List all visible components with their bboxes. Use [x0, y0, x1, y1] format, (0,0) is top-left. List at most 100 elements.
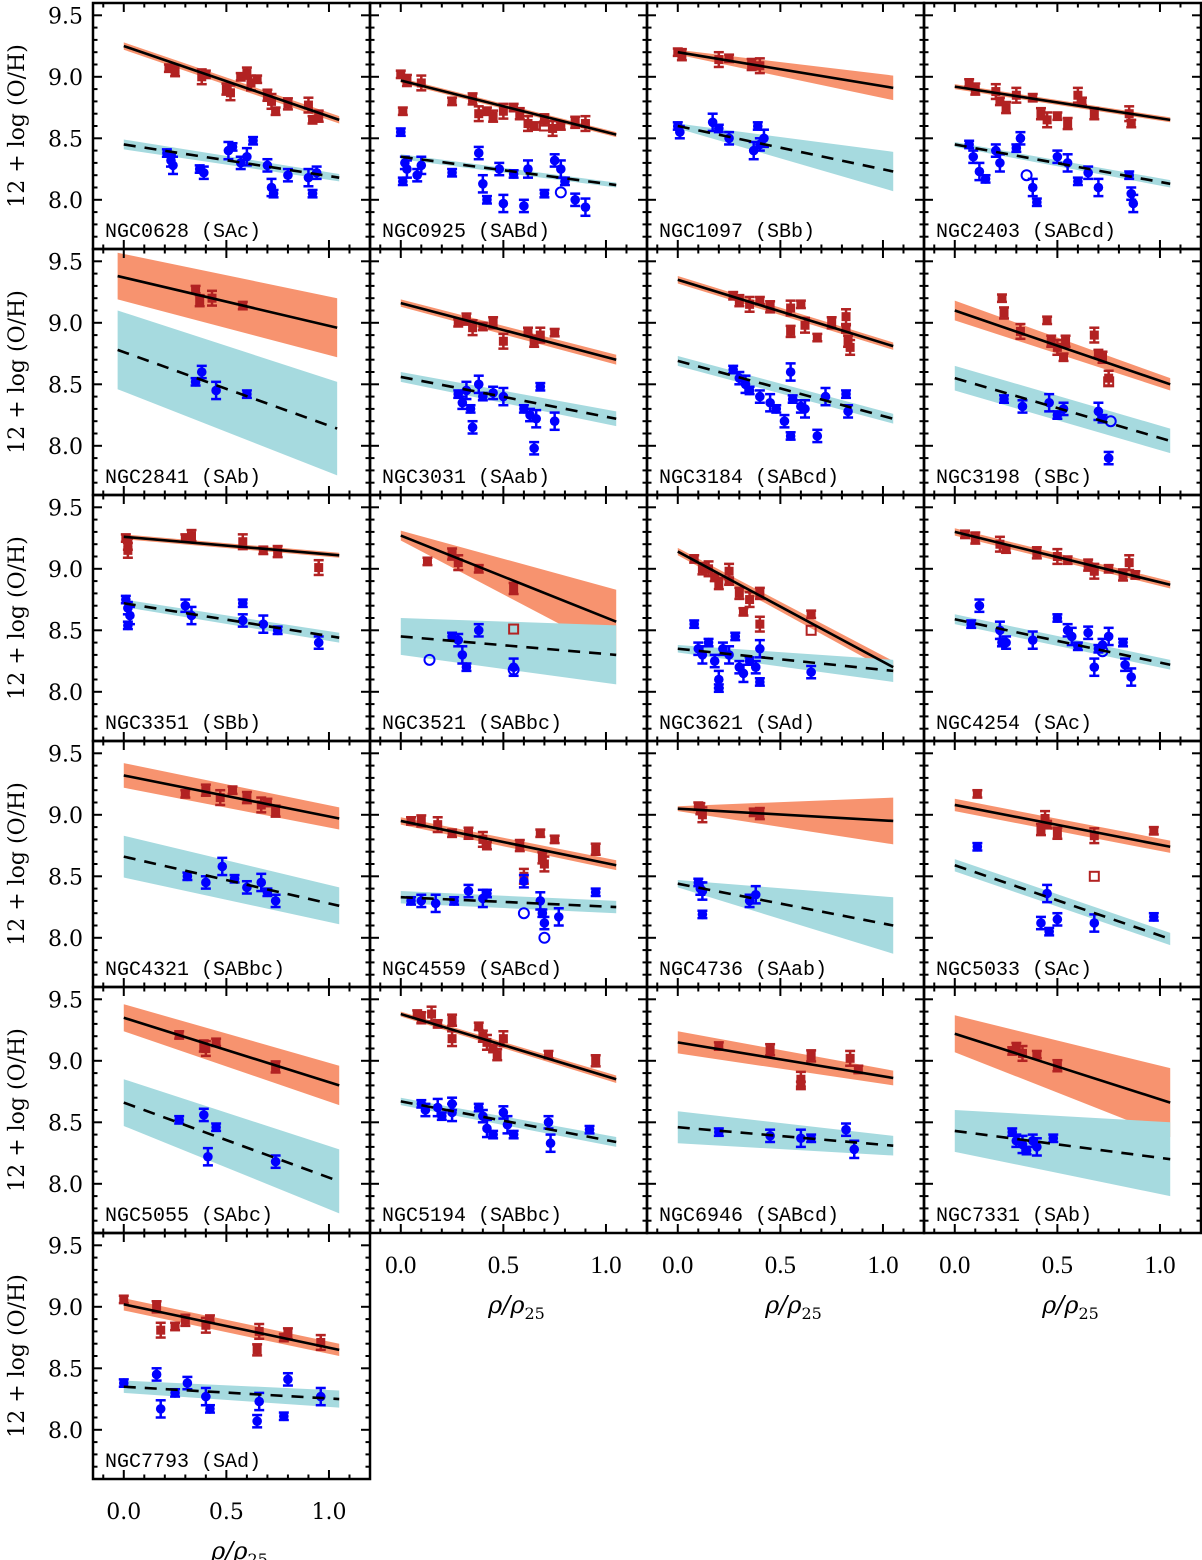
- panel-label: NGC0628 (SAc): [105, 221, 261, 244]
- panel: NGC7793 (SAd): [91, 1231, 372, 1481]
- red-square-point: [205, 1314, 215, 1324]
- red-square-point: [478, 834, 488, 844]
- blue-circle-point: [738, 668, 749, 679]
- red-square-point: [156, 1325, 166, 1335]
- blue-circle-point: [1126, 672, 1137, 682]
- blue-circle-point: [488, 1129, 498, 1140]
- red-square-point: [180, 533, 190, 543]
- red-square-point: [724, 53, 734, 63]
- plot-area: [123, 763, 340, 925]
- red-square-point: [170, 1321, 180, 1331]
- y-tick-label: 8.5: [48, 619, 83, 644]
- x-tick-label: 0.0: [662, 1252, 693, 1279]
- red-square-point: [535, 828, 545, 838]
- panel-label: NGC4736 (SAab): [659, 959, 827, 982]
- blue-circle-point: [211, 1122, 221, 1133]
- blue-circle-point: [1103, 453, 1114, 463]
- panel-frame: [368, 985, 649, 1235]
- blue-circle-point: [806, 667, 816, 677]
- red-square-point: [853, 1064, 863, 1074]
- red-square-point: [841, 312, 851, 322]
- red-square-point: [463, 828, 473, 838]
- blue-fit-line: [954, 143, 1171, 186]
- blue-circle-point: [703, 637, 714, 648]
- x-tick-label: 0.0: [385, 1252, 416, 1279]
- blue-circle-point: [151, 1369, 162, 1380]
- blue-circle-point: [675, 127, 685, 137]
- red-square-point: [422, 556, 432, 566]
- y-tick-label: 8.5: [48, 1111, 83, 1136]
- blue-circle-point: [787, 394, 798, 404]
- red-square-point: [256, 800, 266, 810]
- plot-area: [118, 1294, 340, 1429]
- blue-circle-point: [473, 625, 484, 636]
- red-square-point: [273, 547, 283, 557]
- panel-label: NGC3621 (SAd): [659, 713, 815, 736]
- blue-circle-point: [508, 1129, 519, 1140]
- red-fit-line: [954, 530, 1171, 587]
- x-axis-title-subscript: 25: [801, 1304, 821, 1323]
- red-square-point: [119, 1294, 129, 1304]
- red-square-point: [468, 323, 478, 333]
- red-square-point: [1011, 1044, 1021, 1053]
- y-tick-label: 8.5: [48, 127, 83, 152]
- blue-circle-point: [755, 391, 765, 402]
- blue-circle-point: [590, 887, 601, 898]
- blue-circle-point: [256, 877, 267, 888]
- y-axis-title: 12 + log (O/H): [5, 782, 30, 946]
- red-square-point: [252, 1345, 262, 1355]
- blue-circle-point: [812, 431, 823, 441]
- blue-circle-point: [531, 413, 541, 424]
- red-square-point: [1042, 315, 1052, 325]
- axis-labels-layer: 8.0 8.5 9.0 9.5 12 + log (O/H) 8.0 8.5 9.0 9.5 12…: [5, 4, 1176, 1560]
- y-tick-label: 8.0: [48, 435, 83, 460]
- y-tick-label: 8.0: [48, 681, 83, 706]
- red-square-point: [447, 96, 457, 106]
- red-square-point: [201, 785, 211, 795]
- blue-circle-point: [980, 174, 991, 184]
- red-square-point: [1089, 566, 1099, 576]
- panel-label: NGC5033 (SAc): [936, 959, 1092, 982]
- x-axis-title: ρ/ρ25: [487, 1291, 545, 1323]
- blue-circle-point: [529, 443, 539, 454]
- red-square-point: [1036, 825, 1046, 835]
- blue-circle-point: [1044, 926, 1054, 937]
- blue-circle-point: [1093, 182, 1104, 193]
- plot-area: [123, 42, 340, 199]
- blue-circle-point: [535, 381, 546, 392]
- red-square-point: [591, 1056, 601, 1066]
- blue-circle-point: [313, 637, 324, 648]
- blue-circle-point: [461, 662, 472, 672]
- panel: NGC1097 (SBb): [645, 1, 926, 251]
- blue-circle-point: [974, 600, 985, 611]
- panel-label: NGC2841 (SAb): [105, 467, 261, 490]
- red-fit-line: [677, 278, 894, 348]
- red-fit-line: [954, 803, 1171, 849]
- blue-circle-point: [580, 202, 591, 212]
- red-fit-band: [123, 1004, 340, 1106]
- blue-circle-point: [1048, 1133, 1059, 1144]
- y-tick-label: 8.0: [48, 189, 83, 214]
- blue-circle-point: [1021, 1145, 1032, 1156]
- blue-circle-point: [1103, 631, 1114, 642]
- plot-area: [954, 788, 1171, 946]
- panel-label: NGC3351 (SBb): [105, 713, 261, 736]
- x-tick-label: 1.0: [1144, 1252, 1175, 1279]
- blue-fit-line: [400, 155, 617, 187]
- blue-circle-point: [1032, 1142, 1042, 1152]
- red-square-point: [714, 579, 724, 589]
- blue-circle-point: [570, 195, 580, 205]
- blue-circle-point: [432, 1102, 443, 1113]
- blue-circle-point: [1128, 198, 1139, 209]
- blue-fit-line: [677, 1125, 894, 1147]
- red-square-point: [806, 609, 816, 619]
- red-fit-line: [123, 1303, 340, 1352]
- red-square-point: [812, 333, 822, 343]
- red-open-square-point: [538, 120, 550, 132]
- blue-circle-point: [995, 158, 1005, 168]
- blue-circle-point: [402, 164, 412, 174]
- blue-circle-point: [279, 1411, 289, 1422]
- red-square-point: [786, 303, 796, 313]
- red-square-point: [738, 607, 748, 617]
- red-square-point: [416, 1013, 426, 1023]
